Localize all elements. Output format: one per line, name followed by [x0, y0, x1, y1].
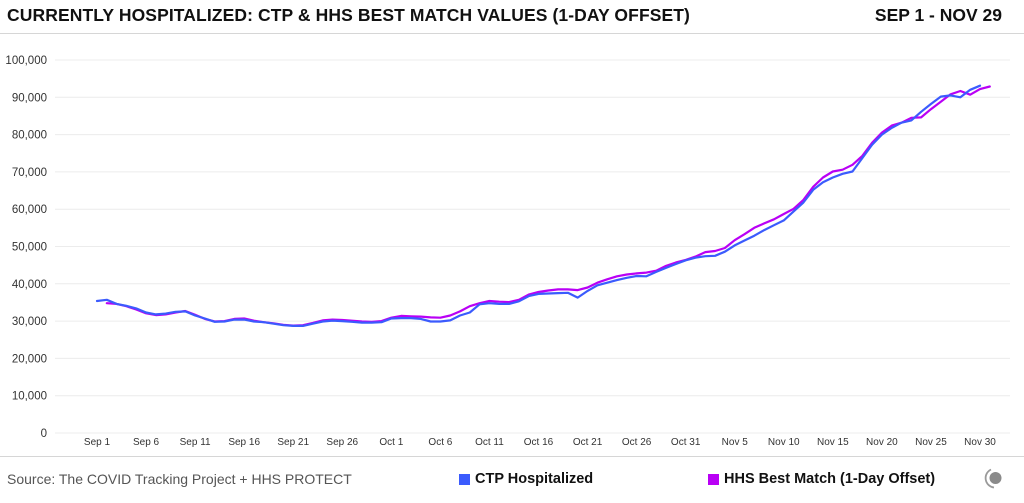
x-tick-label: Oct 1 — [379, 437, 403, 448]
legend-swatch-ctp — [459, 473, 470, 485]
x-tick-label: Sep 1 — [84, 437, 111, 448]
y-tick-label: 10,000 — [12, 391, 47, 403]
header-divider — [0, 33, 1024, 34]
line-chart: 0 10,000 20,000 30,000 40,000 50,000 60,000 70,… — [5, 55, 1010, 448]
series-line-hhs-best-match — [105, 85, 991, 327]
x-tick-label: Oct 6 — [428, 437, 452, 448]
y-tick-label: 20,000 — [12, 353, 47, 365]
y-tick-label: 60,000 — [12, 204, 47, 216]
legend-label-hhs: HHS Best Match (1-Day Offset) — [724, 471, 936, 487]
x-tick-label: Nov 10 — [768, 437, 800, 448]
x-tick-label: Nov 30 — [964, 437, 996, 448]
x-tick-label: Oct 31 — [671, 437, 701, 448]
gridlines — [55, 59, 1010, 434]
x-tick-label: Sep 11 — [180, 437, 211, 448]
footer-divider — [0, 456, 1024, 457]
x-tick-label: Nov 20 — [866, 437, 898, 448]
legend-label-ctp: CTP Hospitalized — [475, 471, 594, 487]
y-tick-label: 100,000 — [5, 55, 47, 67]
x-tick-label: Sep 6 — [133, 437, 160, 448]
chart-title: CURRENTLY HOSPITALIZED: CTP & HHS BEST M… — [7, 5, 690, 25]
y-tick-label: 50,000 — [12, 242, 47, 254]
x-tick-label: Nov 5 — [722, 437, 749, 448]
y-tick-label: 90,000 — [12, 92, 47, 104]
x-tick-label: Oct 16 — [524, 437, 554, 448]
date-range: SEP 1 - NOV 29 — [874, 5, 1002, 25]
legend-item-ctp: CTP Hospitalized — [459, 471, 593, 487]
x-tick-label: Oct 26 — [622, 437, 652, 448]
x-tick-label: Sep 26 — [326, 437, 358, 448]
y-tick-label: 30,000 — [12, 316, 47, 328]
x-axis: Sep 1 Sep 6 Sep 11 Sep 16 Sep 21 Sep 26 Oct 1 O… — [84, 437, 996, 448]
legend-swatch-hhs — [708, 473, 719, 485]
x-tick-label: Nov 25 — [915, 437, 947, 448]
y-tick-label: 40,000 — [12, 279, 47, 291]
y-tick-label: 70,000 — [12, 167, 47, 179]
x-tick-label: Nov 15 — [817, 437, 849, 448]
x-tick-label: Sep 16 — [228, 437, 260, 448]
y-tick-label: 0 — [41, 428, 47, 440]
ctp-logo-icon — [984, 468, 1002, 489]
legend-item-hhs: HHS Best Match (1-Day Offset) — [708, 471, 935, 487]
x-tick-label: Oct 11 — [475, 437, 504, 448]
x-tick-label: Sep 21 — [277, 437, 309, 448]
series-lines — [95, 84, 991, 327]
series-line-ctp-hospitalized — [95, 84, 982, 327]
x-tick-label: Oct 21 — [573, 437, 603, 448]
source-note: Source: The COVID Tracking Project + HHS… — [7, 471, 352, 487]
y-axis: 0 10,000 20,000 30,000 40,000 50,000 60,000 70,… — [5, 55, 47, 440]
y-tick-label: 80,000 — [12, 130, 47, 142]
